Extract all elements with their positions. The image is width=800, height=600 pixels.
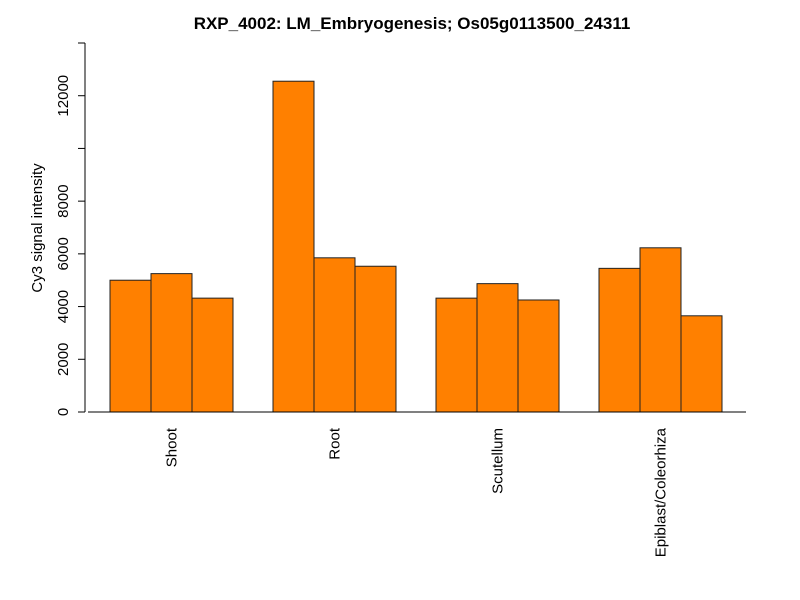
y-tick-label: 8000 [55,184,72,217]
y-tick-label: 12000 [55,75,72,117]
bar-epiblast-coleorhiza-2 [639,247,682,413]
bar-shoot-1 [109,279,152,413]
bar-scutellum-1 [435,297,478,413]
bar-shoot-2 [150,273,193,413]
category-label: Root [327,427,344,460]
chart-title: RXP_4002: LM_Embryogenesis; Os05g0113500… [194,14,631,33]
x-axis: Shoot Root Scutellum Epiblast/Coleorhiza [88,411,746,557]
category-label: Shoot [164,427,181,467]
bar-root-2 [313,257,356,413]
bar-shoot-3 [191,297,234,413]
y-tick-label: 6000 [55,237,72,270]
y-tick-label: 0 [55,408,72,416]
y-axis-label: Cy3 signal intensity [29,163,46,293]
bar-root-3 [354,265,397,413]
bar-scutellum-3 [517,299,560,413]
y-tick-label: 4000 [55,290,72,323]
bar-root-1 [272,80,315,413]
bar-epiblast-coleorhiza-3 [680,315,723,413]
bar-scutellum-2 [476,283,519,413]
bars-group [109,80,723,413]
y-tick-label: 2000 [55,343,72,376]
category-label: Scutellum [490,428,507,494]
bar-epiblast-coleorhiza-1 [598,267,641,413]
y-axis: 0 2000 4000 6000 8000 12000 [55,42,86,416]
category-label: Epiblast/Coleorhiza [653,427,670,557]
